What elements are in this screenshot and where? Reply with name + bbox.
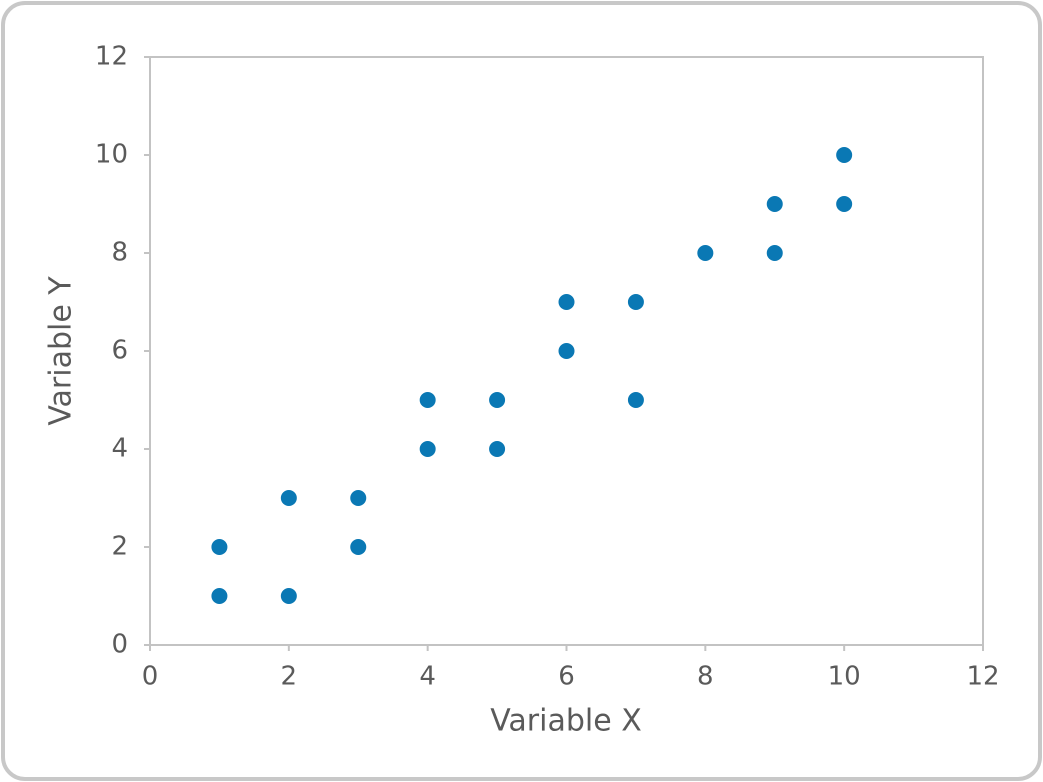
y-tick-label: 12 [95,42,128,72]
point [766,196,783,212]
point [211,539,228,555]
y-tick-label: 2 [111,532,128,562]
x-tick-label: 4 [419,662,436,692]
x-tick-label: 6 [558,662,575,692]
x-axis-title: Variable X [490,704,642,739]
point [836,196,853,212]
point [489,441,506,457]
x-tick-label: 10 [828,662,861,692]
y-tick-label: 4 [111,434,128,464]
y-tick-label: 10 [95,140,128,170]
point [558,294,575,310]
x-tick-label: 0 [142,662,159,692]
point [280,588,297,604]
point [350,490,367,506]
point [280,490,297,506]
point [697,245,714,261]
point [627,392,644,408]
point [419,441,436,457]
y-tick-label: 8 [111,238,128,268]
point [836,147,853,163]
point [627,294,644,310]
x-tick-label: 8 [697,662,714,692]
point [350,539,367,555]
x-tick-label: 2 [281,662,298,692]
point [558,343,575,359]
y-axis-title: Variable Y [44,276,79,426]
point [211,588,228,604]
point [419,392,436,408]
y-tick-label: 0 [111,630,128,660]
point [766,245,783,261]
y-tick-label: 6 [111,336,128,366]
point [489,392,506,408]
x-tick-label: 12 [966,662,999,692]
